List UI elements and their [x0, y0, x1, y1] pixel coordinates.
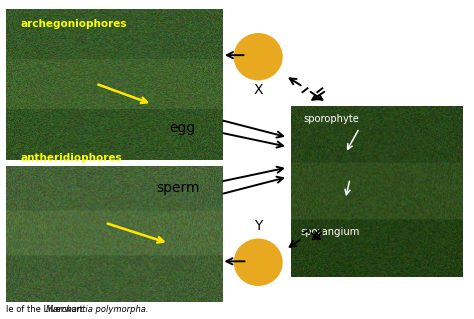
- Text: Y: Y: [254, 219, 263, 233]
- Text: sporangium: sporangium: [301, 227, 360, 237]
- Text: antheridiophores: antheridiophores: [20, 153, 122, 163]
- Text: Marchantia polymorpha.: Marchantia polymorpha.: [46, 305, 149, 314]
- Text: egg: egg: [170, 121, 196, 135]
- Ellipse shape: [234, 239, 283, 286]
- Text: sperm: sperm: [156, 181, 200, 195]
- Text: archegoniophores: archegoniophores: [20, 19, 127, 29]
- Text: sporophyte: sporophyte: [303, 114, 359, 123]
- Text: X: X: [254, 83, 263, 97]
- Ellipse shape: [234, 33, 283, 80]
- Text: le of the Liverwort: le of the Liverwort: [6, 305, 86, 314]
